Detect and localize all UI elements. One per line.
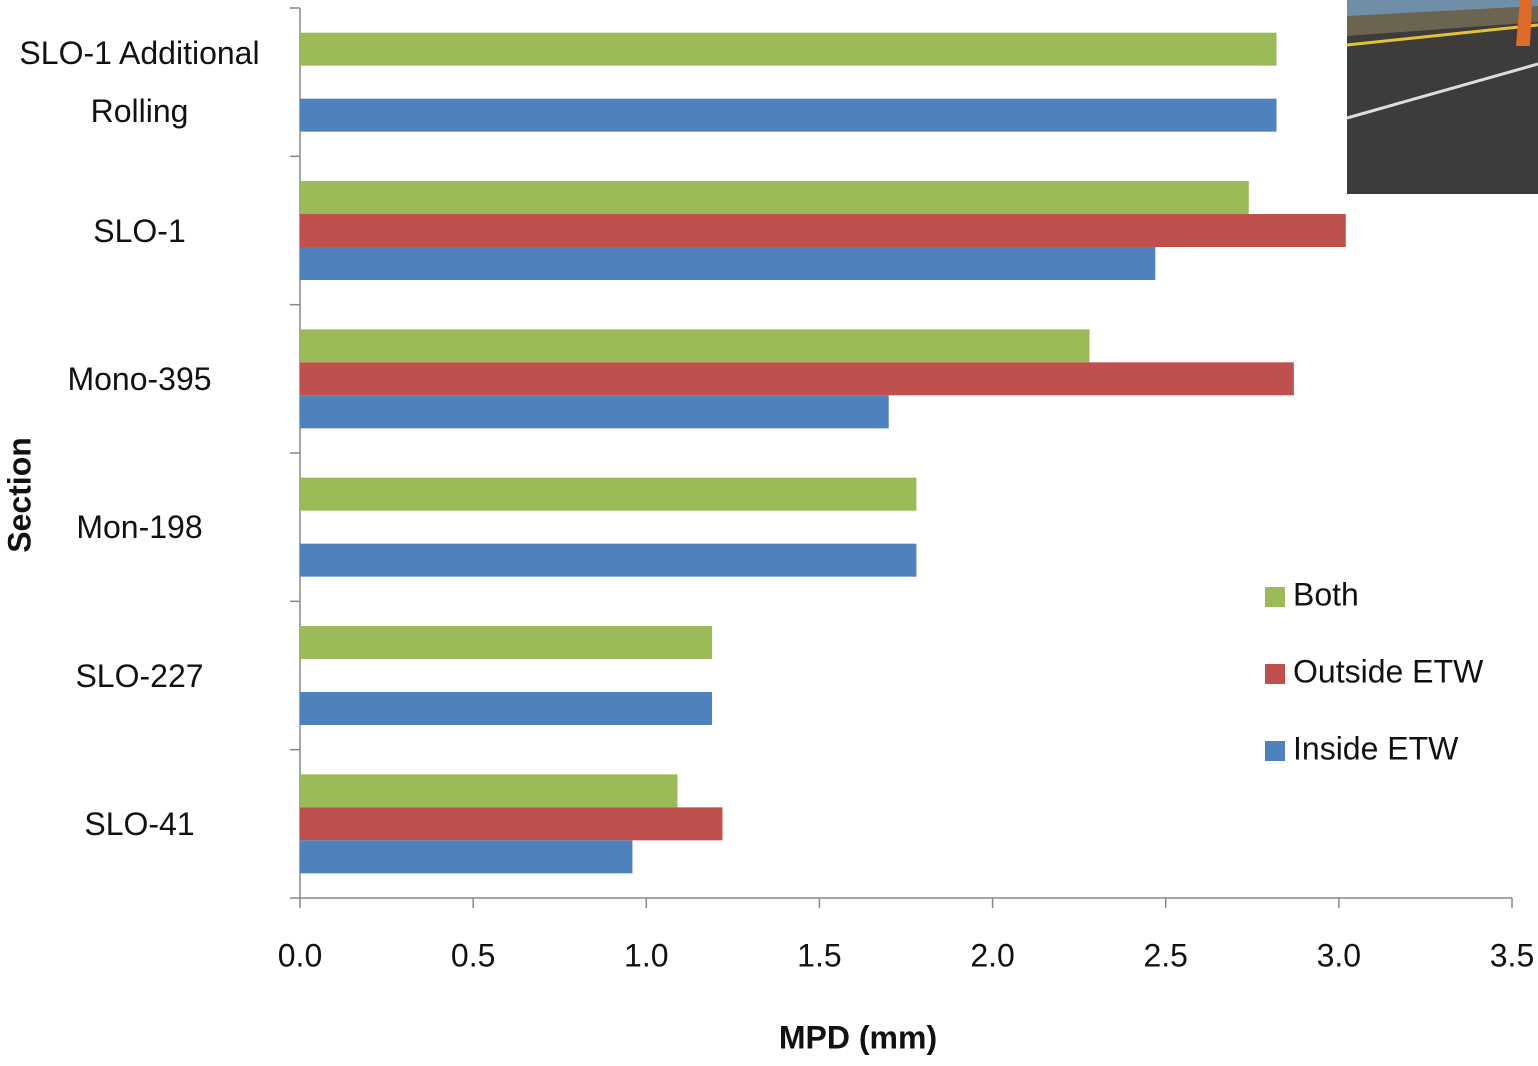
- x-tick-label: 2.5: [1143, 937, 1187, 973]
- legend-label: Both: [1293, 576, 1359, 612]
- x-tick-label: 0.0: [278, 937, 322, 973]
- bar: [300, 99, 1277, 132]
- bar: [300, 214, 1346, 247]
- y-tick-label: Mono-395: [12, 350, 267, 408]
- x-tick-label: 0.5: [451, 937, 495, 973]
- y-tick-label: SLO-1 Additional Rolling: [12, 24, 267, 140]
- page: MPD (mm) Section 0.00.51.01.52.02.53.03.…: [0, 0, 1538, 1061]
- y-tick-label: SLO-41: [12, 795, 267, 853]
- bar: [300, 807, 722, 840]
- legend-swatch: [1265, 741, 1285, 761]
- bar: [300, 181, 1249, 214]
- x-tick-label: 2.0: [970, 937, 1014, 973]
- x-tick-label: 3.5: [1490, 937, 1534, 973]
- bar: [300, 626, 712, 659]
- bar: [300, 840, 632, 873]
- x-tick-label: 1.5: [797, 937, 841, 973]
- y-tick-label: Mon-198: [12, 498, 267, 556]
- legend-swatch: [1265, 664, 1285, 684]
- bar: [300, 33, 1277, 66]
- x-tick-label: 3.0: [1317, 937, 1361, 973]
- y-tick-label: SLO-1: [12, 202, 267, 260]
- legend-label: Outside ETW: [1293, 653, 1484, 689]
- x-tick-label: 1.0: [624, 937, 668, 973]
- bar: [300, 395, 889, 428]
- bar: [300, 692, 712, 725]
- bar: [300, 544, 916, 577]
- y-tick-label: SLO-227: [12, 647, 267, 705]
- legend-swatch: [1265, 587, 1285, 607]
- legend-label: Inside ETW: [1293, 730, 1459, 766]
- x-axis-title: MPD (mm): [779, 1019, 937, 1055]
- bar: [300, 329, 1090, 362]
- photo: [1347, 0, 1538, 194]
- bar: [300, 362, 1294, 395]
- bar: [300, 247, 1155, 280]
- bar: [300, 478, 916, 511]
- bar: [300, 774, 677, 807]
